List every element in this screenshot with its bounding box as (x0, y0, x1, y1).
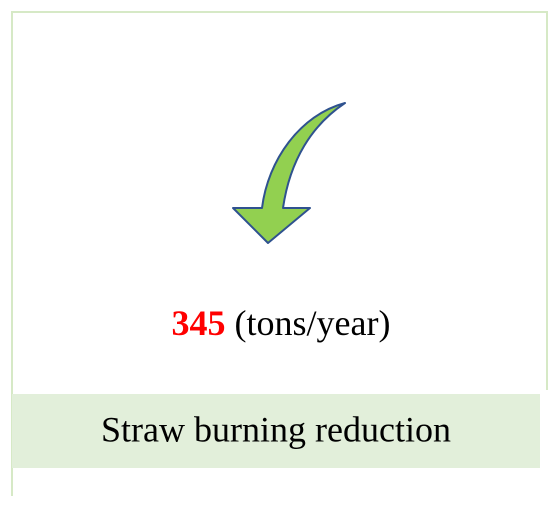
label: Straw burning reduction (101, 409, 451, 449)
value-unit (226, 303, 235, 343)
value-number: 345 (172, 303, 226, 343)
value-text: 345 (tons/year) (172, 303, 391, 343)
value-unit: (tons/year) (235, 303, 391, 343)
label-box (12, 394, 540, 468)
frame (11, 11, 548, 496)
arrow (232, 102, 346, 244)
